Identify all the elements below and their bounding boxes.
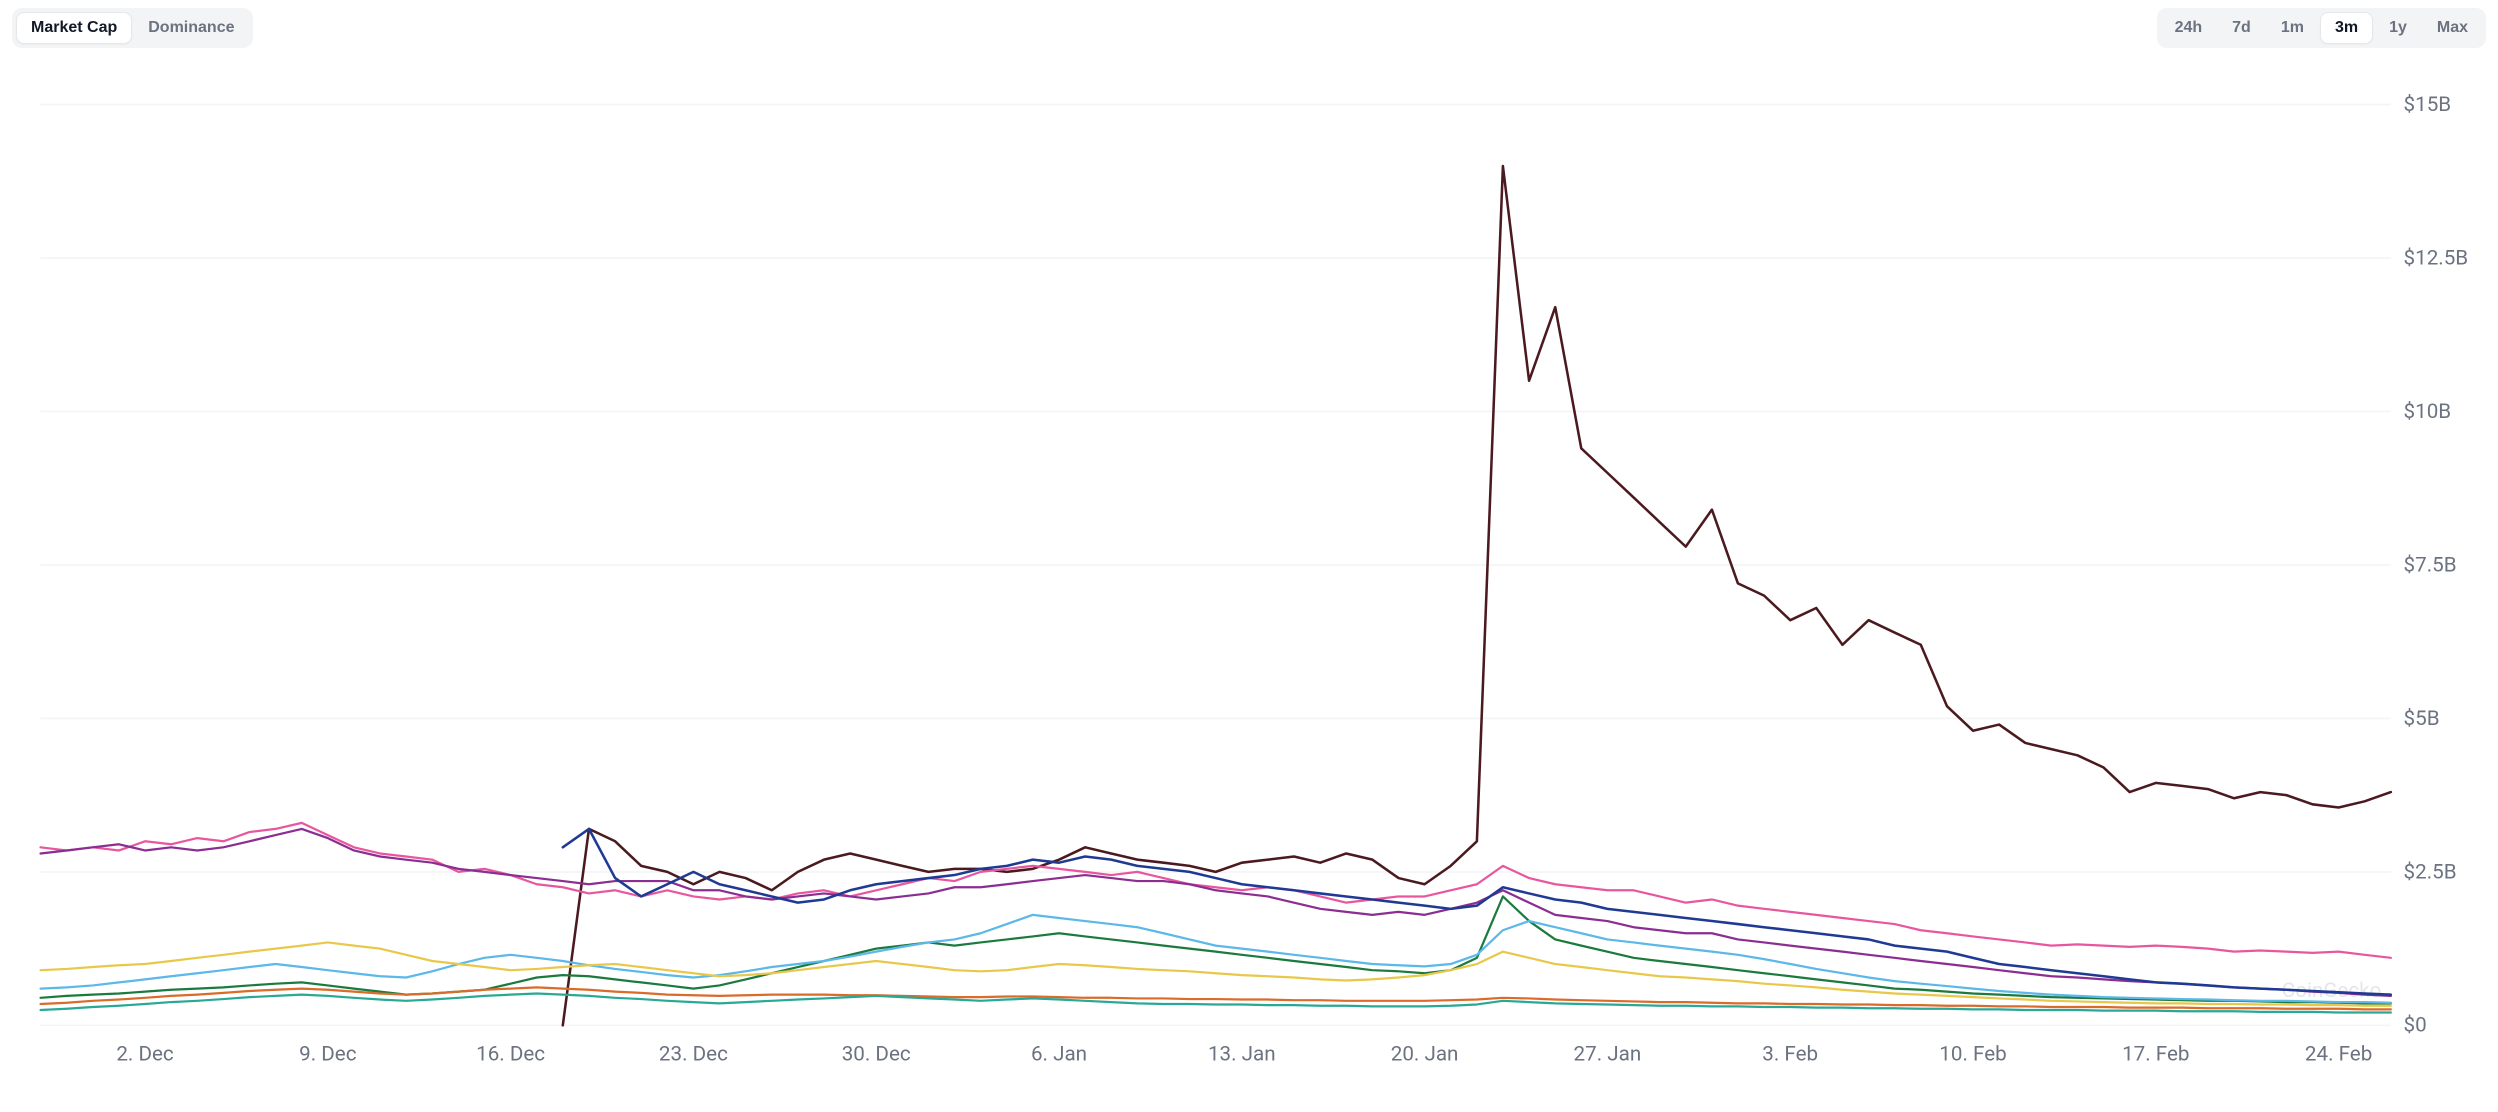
series-green-series: [41, 896, 2391, 1003]
x-axis-label: 2. Dec: [116, 1042, 174, 1066]
x-axis-label: 23. Dec: [659, 1042, 728, 1066]
view-tab-group: Market CapDominance: [12, 8, 253, 48]
series-orange-series: [41, 987, 2391, 1009]
x-axis-label: 16. Dec: [476, 1042, 545, 1066]
view-tab-market-cap[interactable]: Market Cap: [16, 12, 132, 44]
x-axis-label: 20. Jan: [1391, 1042, 1459, 1066]
x-axis-label: 10. Feb: [1939, 1042, 2006, 1066]
chart-container: $0 $2.5B $5B $7.5B $10B $12.5B $15B 2. Dec 9. De…: [12, 58, 2486, 1073]
x-axis-label: 17. Feb: [2122, 1042, 2189, 1066]
x-axis-label: 6. Jan: [1031, 1042, 1087, 1066]
chart-topbar: Market CapDominance 24h7d1m3m1yMax: [12, 8, 2486, 48]
x-axis-label: 27. Jan: [1574, 1042, 1642, 1066]
line-chart: $0 $2.5B $5B $7.5B $10B $12.5B $15B 2. Dec 9. De…: [12, 58, 2486, 1073]
view-tab-dominance[interactable]: Dominance: [134, 12, 248, 44]
y-axis-label: $15B: [2404, 93, 2452, 117]
series-navy-series: [563, 829, 2391, 995]
x-axis-label: 30. Dec: [842, 1042, 911, 1066]
range-tab-1m[interactable]: 1m: [2267, 12, 2318, 44]
range-tab-7d[interactable]: 7d: [2218, 12, 2265, 44]
series-spike-series: [563, 166, 2391, 1025]
range-tab-1y[interactable]: 1y: [2375, 12, 2421, 44]
y-axis-label: $12.5B: [2404, 246, 2469, 270]
x-axis-label: 13. Jan: [1208, 1042, 1276, 1066]
y-axis-label: $2.5B: [2404, 860, 2457, 884]
x-axis-label: 24. Feb: [2305, 1042, 2372, 1066]
range-tab-max[interactable]: Max: [2423, 12, 2482, 44]
y-axis-label: $5B: [2404, 707, 2440, 731]
range-tab-24h[interactable]: 24h: [2161, 12, 2217, 44]
y-axis-label: $7.5B: [2404, 553, 2457, 577]
range-tab-3m[interactable]: 3m: [2320, 12, 2373, 44]
x-axis-label: 3. Feb: [1762, 1042, 1818, 1066]
series-lightblue-series: [41, 915, 2391, 1003]
y-axis-label: $0: [2404, 1014, 2427, 1038]
y-axis-label: $10B: [2404, 400, 2452, 424]
range-tab-group: 24h7d1m3m1yMax: [2157, 8, 2486, 48]
x-axis-label: 9. Dec: [299, 1042, 357, 1066]
